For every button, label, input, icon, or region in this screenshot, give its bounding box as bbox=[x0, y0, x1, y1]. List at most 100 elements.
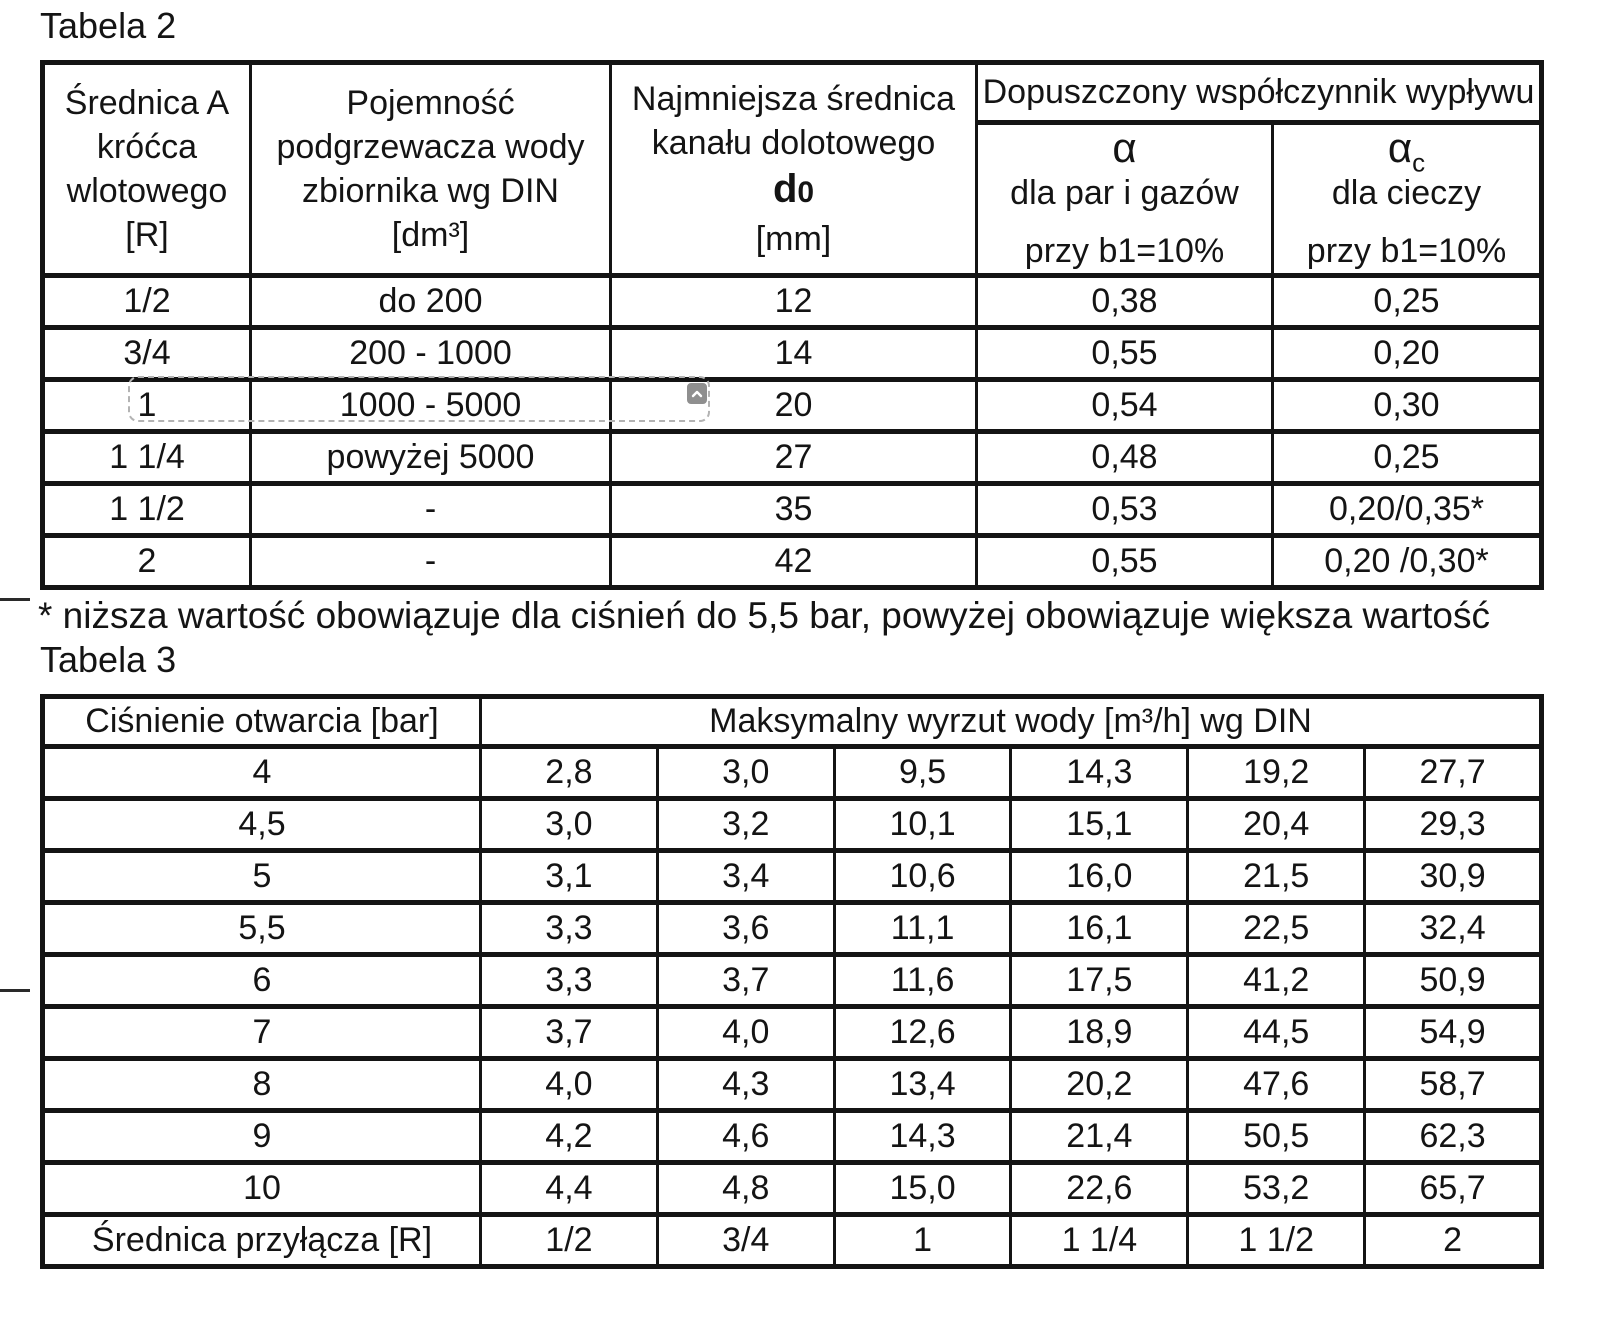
table-cell: 12 bbox=[609, 273, 978, 330]
table-cell: 0,54 bbox=[975, 377, 1274, 434]
column-header-cisnienie-otwarcia: Ciśnienie otwarcia [bar] bbox=[41, 694, 482, 749]
alpha-glyph: α bbox=[1112, 124, 1137, 171]
table-cell: 10,1 bbox=[832, 796, 1013, 853]
table-row: 1 1/2-35 0,53 0,20/0,35* bbox=[41, 481, 1543, 538]
collapse-row-button[interactable] bbox=[686, 382, 708, 405]
table-cell: 13,4 bbox=[832, 1056, 1013, 1113]
header-unit: [mm] bbox=[755, 220, 832, 258]
alpha-glyph: α bbox=[1387, 124, 1413, 171]
table-cell: 32,4 bbox=[1363, 900, 1543, 957]
table-cell: 0,25 bbox=[1271, 429, 1543, 486]
table2-header: Średnica A króćca wlotowego [R] Pojemnoś… bbox=[41, 60, 1543, 278]
table-cell: 6 bbox=[41, 952, 482, 1009]
header-line: zbiornika wg DIN bbox=[302, 172, 559, 210]
table-cell: 20,4 bbox=[1186, 796, 1367, 853]
column-header-pojemnosc: Pojemność podgrzewacza wody zbiornika wg… bbox=[249, 60, 612, 278]
table-cell: 3,3 bbox=[479, 952, 659, 1009]
table-cell: 21,5 bbox=[1186, 848, 1367, 905]
alpha-c-symbol: αc bbox=[1278, 124, 1535, 176]
table-cell: 1 bbox=[832, 1212, 1013, 1269]
table-cell: 3/4 bbox=[655, 1212, 836, 1269]
table-cell: 2 bbox=[1363, 1212, 1543, 1269]
chevron-up-icon bbox=[691, 390, 703, 397]
table-cell: 0,20 bbox=[1271, 325, 1543, 382]
table-cell: 1000 - 5000 bbox=[249, 377, 612, 434]
table-cell: 42 bbox=[609, 533, 978, 590]
table-cell: powyżej 5000 bbox=[249, 429, 612, 486]
table-cell: 3,2 bbox=[655, 796, 836, 853]
page-fold-mark bbox=[0, 989, 30, 992]
table-cell: 21,4 bbox=[1009, 1108, 1190, 1165]
table-cell: 27,7 bbox=[1363, 744, 1543, 801]
table-header-row: α dla par i gazów przy b1=10% αc dla cie… bbox=[43, 120, 1543, 278]
column-header-najmniejsza-srednica: Najmniejsza średnica kanału dolotowego d… bbox=[609, 60, 978, 278]
column-header-maksymalny-wyrzut: Maksymalny wyrzut wody [m³/h] wg DIN bbox=[479, 694, 1543, 749]
table-cell: 0,25 bbox=[1271, 273, 1543, 330]
table-cell: 19,2 bbox=[1186, 744, 1367, 801]
table-cell: 3,7 bbox=[479, 1004, 659, 1061]
table-cell: 50,9 bbox=[1363, 952, 1543, 1009]
header-line: [R] bbox=[125, 216, 169, 254]
d-symbol-sub: 0 bbox=[797, 176, 815, 209]
table3-wyrzut-wody: Ciśnienie otwarcia [bar] Maksymalny wyrz… bbox=[40, 694, 1544, 1269]
table-cell: - bbox=[249, 481, 612, 538]
table3-title: Tabela 3 bbox=[40, 639, 177, 680]
table-cell: 4,6 bbox=[655, 1108, 836, 1165]
table-cell: 3,7 bbox=[655, 952, 836, 1009]
table-cell: 58,7 bbox=[1363, 1056, 1543, 1113]
table-cell: 30,9 bbox=[1363, 848, 1543, 905]
table-cell: 0,53 bbox=[975, 481, 1274, 538]
table-cell: 200 - 1000 bbox=[249, 325, 612, 382]
table-header-row: Ciśnienie otwarcia [bar] Maksymalny wyrz… bbox=[41, 694, 1543, 749]
table-cell: 1 1/2 bbox=[41, 481, 252, 538]
table-cell: 10,6 bbox=[832, 848, 1013, 905]
header-line: Najmniejsza średnica bbox=[631, 80, 956, 118]
header-line: przy b1=10% bbox=[1024, 232, 1225, 270]
table-cell: 50,5 bbox=[1186, 1108, 1367, 1165]
header-line: wlotowego bbox=[66, 172, 228, 210]
table-cell: 1/2 bbox=[41, 273, 252, 330]
column-header-srednica-a: Średnica A króćca wlotowego [R] bbox=[41, 60, 252, 278]
table-row: 9 4,2 4,6 14,3 21,4 50,5 62,3 bbox=[41, 1108, 1543, 1165]
table-row: Średnica przyłącza [R] 1/2 3/4 1 1 1/4 1 1/2 2 bbox=[41, 1212, 1543, 1269]
table-cell: 5,5 bbox=[41, 900, 482, 957]
table-cell: 4,3 bbox=[655, 1056, 836, 1113]
table-cell: 4,5 bbox=[41, 796, 482, 853]
header-line: króćca bbox=[96, 128, 198, 166]
table-row: 4 2,8 3,0 9,5 14,3 19,2 27,7 bbox=[41, 744, 1543, 801]
header-line: podgrzewacza wody bbox=[276, 128, 585, 166]
table-cell: 9,5 bbox=[832, 744, 1013, 801]
table-cell: 0,20/0,35* bbox=[1271, 481, 1543, 538]
table-row: 4,5 3,0 3,2 10,1 15,1 20,4 29,3 bbox=[41, 796, 1543, 853]
table-cell: 3,6 bbox=[655, 900, 836, 957]
table-cell: 16,0 bbox=[1009, 848, 1190, 905]
table-cell: 11,1 bbox=[832, 900, 1013, 957]
table-cell: 1 bbox=[41, 377, 252, 434]
table-row: 3/4 200 - 1000 14 0,55 0,20 bbox=[41, 325, 1543, 382]
table-cell: 3,0 bbox=[655, 744, 836, 801]
table-cell: 7 bbox=[41, 1004, 482, 1061]
d0-symbol: d0 bbox=[616, 165, 971, 217]
table-cell: 0,55 bbox=[975, 325, 1274, 382]
table2-body: 1/2 do 200 12 0,38 0,25 3/4 200 - 1000 14 0,55 0,… bbox=[41, 273, 1543, 590]
header-line: dla par i gazów bbox=[1010, 174, 1239, 212]
table3-body: 4 2,8 3,0 9,5 14,3 19,2 27,7 4,5 3,0 3,2 10,1 15,1 2… bbox=[41, 744, 1543, 1269]
table-cell: 27 bbox=[609, 429, 978, 486]
table-cell: 3,4 bbox=[655, 848, 836, 905]
table-row: 2-42 0,55 0,20 /0,30* bbox=[41, 533, 1543, 590]
table-cell: 15,0 bbox=[832, 1160, 1013, 1217]
table-row: 10 4,4 4,8 15,0 22,6 53,2 65,7 bbox=[41, 1160, 1543, 1217]
table-cell: 14,3 bbox=[1009, 744, 1190, 801]
column-header-dopuszczony-wspolczynnik: Dopuszczony współczynnik wypływu bbox=[975, 60, 1543, 125]
table-cell: 65,7 bbox=[1363, 1160, 1543, 1217]
table-cell: 14 bbox=[609, 325, 978, 382]
table-cell: 1 1/4 bbox=[1009, 1212, 1190, 1269]
table-cell: 12,6 bbox=[832, 1004, 1013, 1061]
table2-title: Tabela 2 bbox=[40, 5, 177, 46]
table-cell: Średnica przyłącza [R] bbox=[41, 1212, 482, 1269]
table-cell: 41,2 bbox=[1186, 952, 1367, 1009]
header-line: przy b1=10% bbox=[1306, 232, 1507, 270]
table-cell: - bbox=[249, 533, 612, 590]
table-cell: 8 bbox=[41, 1056, 482, 1113]
